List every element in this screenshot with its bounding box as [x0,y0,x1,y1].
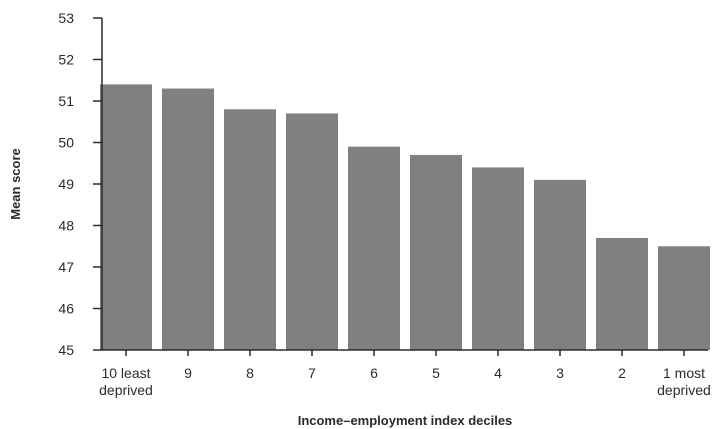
bar [658,246,710,350]
x-tick-label: 9 [184,365,192,381]
x-tick-label: 2 [618,365,626,381]
bar [348,146,400,350]
y-tick-label: 49 [58,176,74,192]
bar [472,167,524,350]
bar [410,154,462,350]
x-tick-label: 8 [246,365,254,381]
y-tick-label: 45 [58,342,74,358]
y-axis-title: Mean score [8,148,23,220]
x-tick-label: 5 [432,365,440,381]
x-axis-title: Income–employment index deciles [298,413,513,428]
x-tick-label: 10 least deprived [99,365,153,398]
y-tick-label: 51 [58,93,74,109]
bar [224,109,276,350]
x-tick-label: 1 most deprived [657,365,711,398]
y-axis: 45 46 47 48 49 50 51 52 53 [58,10,103,358]
bar [534,179,586,350]
x-tick-label: 4 [494,365,502,381]
y-tick-label: 50 [58,135,74,151]
y-tick-label: 52 [58,52,74,68]
bar [286,113,338,350]
y-tick-label: 48 [58,218,74,234]
y-tick-label: 46 [58,301,74,317]
x-axis: 10 least deprived 9 8 7 6 5 4 3 2 1 most deprived [99,349,711,398]
bar [100,84,152,351]
x-tick-label: 7 [308,365,316,381]
x-tick-label: 3 [556,365,564,381]
bar [162,88,214,351]
bars-group [100,84,710,351]
y-tick-label: 53 [58,10,74,26]
bar [596,237,648,350]
x-tick-label: 6 [370,365,378,381]
y-tick-label: 47 [58,259,74,275]
